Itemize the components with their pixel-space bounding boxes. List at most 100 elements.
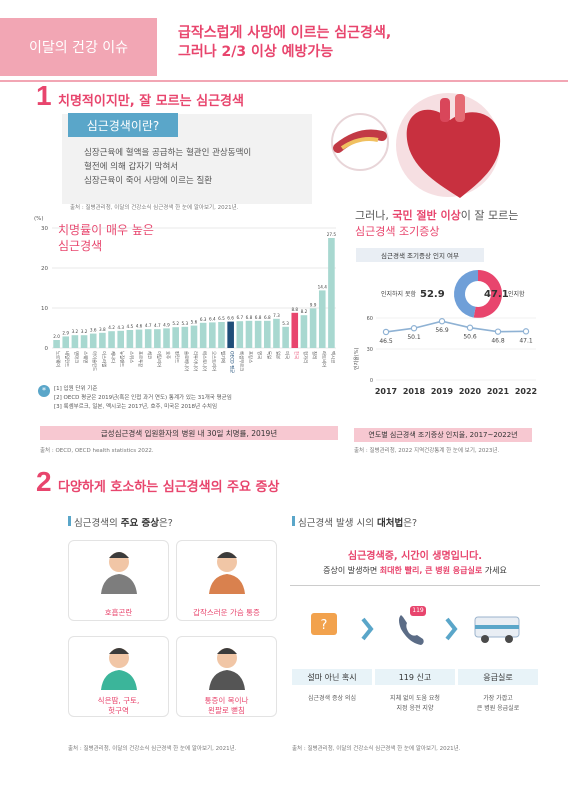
data-label: 4.7 <box>154 323 161 328</box>
x-tick-label: 독일 <box>265 351 272 359</box>
x-tick-label: 한국 <box>293 351 299 359</box>
bar <box>89 333 97 348</box>
bar-chart-source: 출처 : OECD, OECD health statistics 2022. <box>40 448 154 454</box>
data-label: 6.4 <box>209 316 216 321</box>
chevron-right-icon <box>445 617 458 641</box>
y-tick-label: 20 <box>41 266 48 272</box>
bar <box>53 340 60 348</box>
x-tick-label: 벨기에 <box>219 351 226 363</box>
x-tick-label: 체코 <box>146 351 153 359</box>
y-tick-label: 10 <box>41 306 48 312</box>
symptom-label: 통증이 목이나 <box>204 696 249 705</box>
x-tick-label: 슬로베니아 <box>183 351 190 371</box>
data-label: 7.3 <box>273 313 280 318</box>
bar <box>190 325 198 348</box>
title-line-2: 그러나 2/3 이상 예방가능 <box>178 44 334 60</box>
bar <box>328 238 335 348</box>
y-tick-label: 0 <box>370 378 373 384</box>
chest-pain-person-icon <box>209 552 245 594</box>
y-tick-label: 30 <box>367 347 373 353</box>
bar <box>236 321 244 348</box>
awareness-title-em: 국민 절반 이상 <box>392 209 461 222</box>
x-tick-label: 2020 <box>459 387 482 396</box>
bar <box>291 312 299 348</box>
response-source: 출처 : 질병관리청, 이달의 건강소식 심근경색 한 눈에 알아보기, 202… <box>292 746 461 752</box>
x-tick-label: 에스토니아 <box>201 351 208 371</box>
x-tick-label: 덴마크 <box>73 351 80 363</box>
x-tick-label: 뉴질랜드 <box>119 351 126 367</box>
x-tick-label: 프랑스 <box>247 351 254 363</box>
action-subtitle: 증상이 발생하면 최대한 빨리, 큰 병원 응급실로 가세요 <box>290 565 540 576</box>
bar <box>227 321 234 348</box>
step-desc-line: 가장 가깝고 <box>483 695 513 702</box>
symptoms-heading-pre: 심근경색의 <box>74 518 121 529</box>
x-tick-label: 오스트리아 <box>210 351 217 371</box>
data-label: 4.7 <box>145 323 152 328</box>
chevron-right-icon <box>361 617 374 641</box>
bar <box>282 326 289 348</box>
data-label: 6.8 <box>264 315 271 320</box>
data-label: 6.8 <box>246 315 253 320</box>
bar-chart-title: 치명률이 매우 높은 심근경색 <box>58 222 154 254</box>
bar <box>209 322 216 348</box>
response-heading-post: 은? <box>403 518 418 529</box>
data-point <box>438 318 446 325</box>
data-label: 4.5 <box>127 324 134 329</box>
response-heading-em: 대처법 <box>376 518 404 529</box>
x-tick-label: 일본 <box>274 351 281 359</box>
awareness-title-mid: 이 잘 모르는 <box>460 209 519 222</box>
data-point <box>382 328 390 336</box>
note-line: [3] 룩셈부르크, 일본, 멕시코는 2017년, 호주, 미국은 2018년… <box>54 404 218 410</box>
svg-text:?: ? <box>321 618 328 633</box>
symptoms-heading: 심근경색의 주요 증상은? <box>74 515 173 529</box>
symptoms-source: 출처 : 질병관리청, 이달의 건강소식 심근경색 한 눈에 알아보기, 202… <box>68 746 237 752</box>
x-tick-label: 리투아니아 <box>192 351 199 371</box>
donut-chart: 인지하지 못함 52.9 47.1 인지함 <box>381 270 525 318</box>
x-tick-label: 멕시코 <box>329 351 336 363</box>
breathless-person-icon <box>101 552 137 594</box>
step-desc-line: 심근경색 증상 의심 <box>308 695 356 702</box>
x-tick-label: 네덜란드 <box>64 351 71 367</box>
bar <box>163 328 170 348</box>
pie-slice <box>454 270 478 318</box>
heading-marker <box>292 516 295 526</box>
x-tick-label: 2021 <box>487 387 510 396</box>
data-label: 6.7 <box>236 315 243 320</box>
page-title: 급작스럽게 사망에 이르는 심근경색, 그러나 2/3 이상 예방가능 <box>178 24 391 62</box>
bar <box>199 322 207 348</box>
x-tick-label: 호주 <box>165 351 171 359</box>
data-label: 4.6 <box>136 324 143 329</box>
neck-pain-person-icon <box>209 648 245 690</box>
action-sub-em: 최대한 빨리, 큰 병원 응급실로 <box>379 566 483 575</box>
y-tick-label: 30 <box>41 226 48 232</box>
bar <box>80 335 88 348</box>
x-tick-label: 캐나다 <box>110 351 117 363</box>
series-line <box>385 320 527 333</box>
x-tick-label: 영국 <box>256 351 263 359</box>
x-tick-label: 미국 <box>284 351 291 359</box>
action-icons: ? <box>311 613 520 645</box>
data-label: 9.9 <box>310 302 317 307</box>
badge-119: 119 <box>410 606 426 616</box>
awareness-tag: 심근경색 조기증상 인지 여부 <box>356 248 484 262</box>
bar <box>254 320 262 348</box>
bar <box>273 318 280 348</box>
data-point <box>494 328 502 335</box>
issue-tag: 이달의 건강 이슈 <box>0 18 157 76</box>
data-point <box>466 324 474 331</box>
step-desc-line: 큰 병원 응급실로 <box>476 705 520 712</box>
header-divider <box>0 80 568 82</box>
data-point <box>410 325 418 332</box>
symptom-label: 헛구역 <box>108 706 129 715</box>
x-tick-label: 핀란드 <box>174 351 181 363</box>
definition-line: 심장근육에 혈액을 공급하는 혈관인 관상동맥이 <box>84 148 252 158</box>
data-label: 2.0 <box>53 334 60 339</box>
section-2-title: 다양하게 호소하는 심근경색의 주요 증상 <box>58 480 280 495</box>
data-label: 6.5 <box>218 316 225 321</box>
x-tick-label: 이탈리아 <box>155 351 162 367</box>
y-tick-label: 60 <box>367 316 373 322</box>
y-tick-label: 0 <box>45 346 49 352</box>
bar <box>154 329 161 348</box>
x-tick-label: 칠레 <box>311 351 318 359</box>
